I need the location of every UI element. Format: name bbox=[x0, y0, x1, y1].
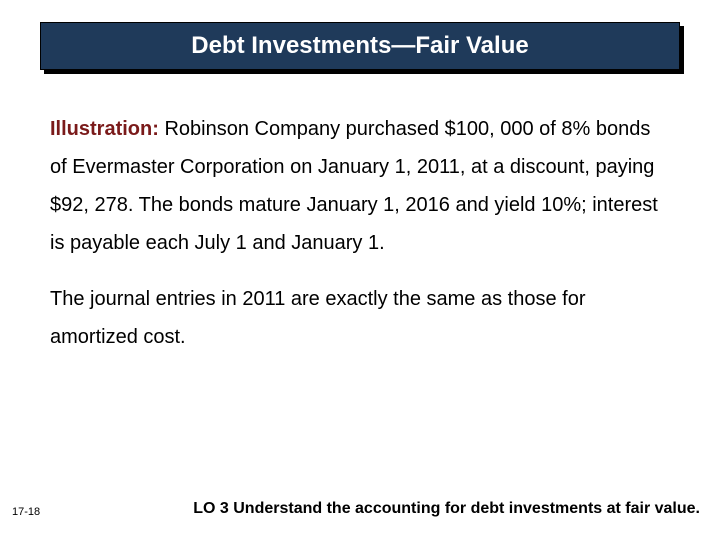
learning-objective: LO 3 Understand the accounting for debt … bbox=[140, 500, 700, 518]
slide: Debt Investments—Fair Value Illustration… bbox=[0, 0, 720, 540]
slide-title: Debt Investments—Fair Value bbox=[191, 32, 528, 60]
page-number: 17-18 bbox=[12, 506, 40, 518]
illustration-paragraph: Illustration: Robinson Company purchased… bbox=[50, 110, 672, 262]
illustration-label: Illustration: bbox=[50, 118, 159, 140]
title-bar: Debt Investments—Fair Value bbox=[40, 22, 680, 70]
paragraph-2: The journal entries in 2011 are exactly … bbox=[50, 280, 672, 356]
slide-body: Illustration: Robinson Company purchased… bbox=[50, 110, 672, 374]
